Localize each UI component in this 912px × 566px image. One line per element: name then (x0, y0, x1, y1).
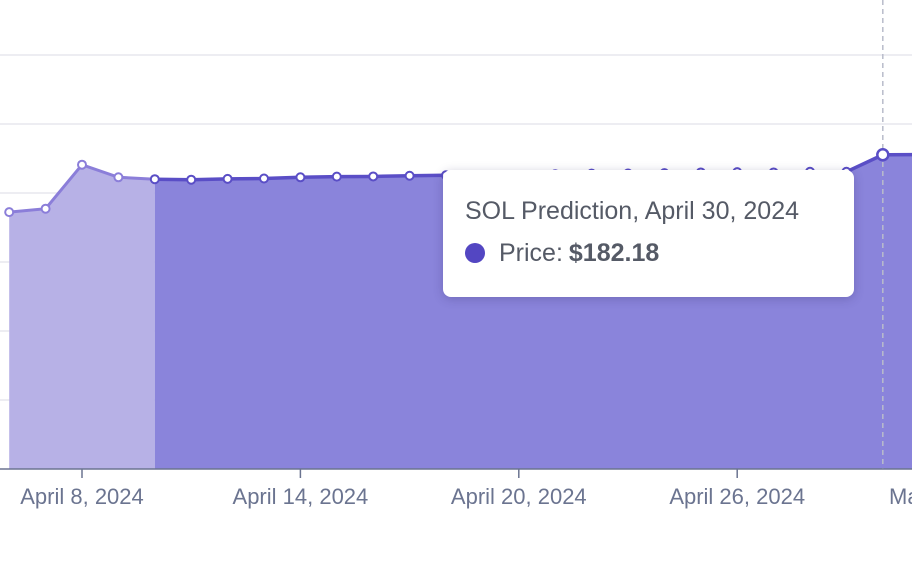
data-point[interactable] (186, 174, 197, 185)
data-point[interactable] (222, 173, 233, 184)
data-point[interactable] (77, 159, 87, 170)
x-tick-label: April 20, 2024 (451, 484, 587, 509)
data-point[interactable] (368, 171, 379, 182)
tooltip-label: Price: (499, 239, 563, 267)
x-tick-label: Ma (889, 484, 912, 509)
tooltip-series-dot (465, 243, 485, 263)
tooltip-title: SOL Prediction, April 30, 2024 (465, 197, 799, 225)
area-fill-history (9, 164, 155, 469)
data-point[interactable] (149, 174, 160, 185)
data-point[interactable] (40, 203, 51, 214)
x-tick-label: April 14, 2024 (233, 484, 369, 509)
data-point[interactable] (113, 172, 124, 183)
data-point[interactable] (876, 147, 890, 162)
x-axis: April 8, 2024 April 14, 2024 April 20, 202… (0, 468, 912, 509)
tooltip-row: Price: $182.18 (465, 238, 854, 268)
data-point[interactable] (331, 171, 342, 182)
data-point[interactable] (259, 173, 269, 184)
chart-tooltip: SOL Prediction, April 30, 2024 Price: $1… (443, 170, 854, 297)
data-point[interactable] (404, 170, 415, 181)
tooltip-value: $182.18 (568, 239, 660, 267)
data-point[interactable] (4, 207, 15, 218)
data-point[interactable] (295, 172, 306, 183)
x-tick-label: April 8, 2024 (20, 484, 144, 509)
x-tick-label: April 26, 2024 (669, 484, 805, 509)
